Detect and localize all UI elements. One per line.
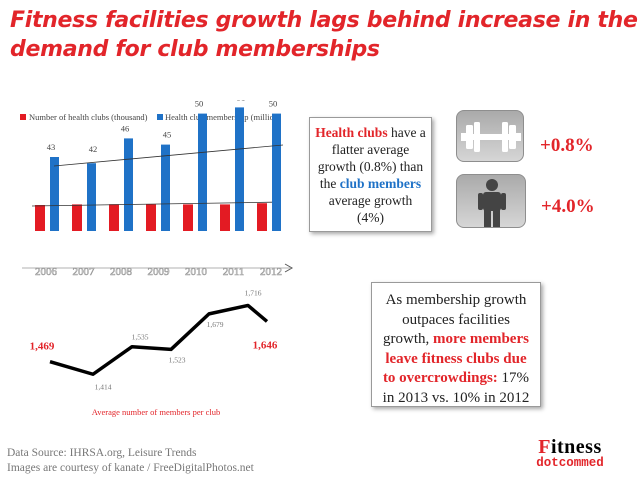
x-tick-label: 2010	[185, 266, 208, 278]
x-tick-label: 2006	[35, 266, 58, 278]
callout-text-a: have a flatter average growth (0.8%) tha…	[317, 125, 426, 191]
point-label: 1,469	[30, 341, 55, 353]
x-tick-label: 2011	[223, 266, 245, 278]
callout2-text-b: 17% in 2013 vs. 10% in 2012	[382, 370, 530, 406]
bar-label-membership: 51	[237, 100, 246, 102]
x-tick-label: 2009	[148, 266, 171, 278]
bar-label-membership: 50	[195, 100, 204, 109]
trend-line-clubs	[31, 201, 273, 207]
legend-swatch-membership	[157, 114, 163, 120]
series-line-members	[49, 303, 269, 377]
line-chart-xlabel: Average number of members per club	[92, 407, 220, 417]
callout2-text-a: As membership growth outpaces facilities…	[383, 292, 527, 347]
title-line-2: demand for club memberships	[10, 37, 380, 62]
bar-clubs	[109, 204, 119, 231]
legend-swatch-clubs	[20, 114, 26, 120]
bar-membership	[272, 113, 281, 231]
members-growth-value: +4.0%	[541, 196, 595, 217]
source-line-2: Images are courtesy of kanate / FreeDigi…	[7, 462, 254, 474]
bar-membership	[124, 138, 133, 231]
trend-line-membership	[53, 144, 284, 167]
bar-label-membership: 43	[47, 142, 56, 152]
bar-label-membership: 50	[269, 100, 278, 109]
x-tick-label: 2008	[110, 266, 133, 278]
bar-clubs	[183, 204, 193, 231]
point-label: 1,414	[95, 382, 112, 391]
bar-clubs	[146, 204, 156, 231]
brand-logo: Fitness dotcommed	[520, 437, 620, 470]
bar-clubs	[257, 203, 267, 231]
x-tick-label: 2007	[73, 266, 96, 278]
point-label: 1,646	[253, 339, 278, 351]
brand-top: Fitness	[538, 436, 602, 458]
page-title: Fitness facilities growth lags behind in…	[10, 6, 638, 64]
person-icon	[456, 174, 526, 228]
title-line-1: Fitness facilities growth lags behind in…	[10, 8, 638, 33]
bar-membership	[87, 163, 96, 231]
bar-clubs	[72, 204, 82, 231]
bar-label-membership: 46	[121, 123, 130, 133]
point-label: 1,716	[245, 288, 262, 297]
line-chart: 1,469 1,414 1,535 1,523 1,679 1,716 1,646 Avera…	[30, 288, 278, 417]
source-line-1: Data Source: IHRSA.org, Leisure Trends	[7, 447, 197, 459]
brand-bottom: dotcommed	[536, 456, 604, 470]
bar-clubs	[220, 204, 230, 231]
callout-health-clubs: Health clubs	[315, 125, 388, 140]
bar-label-membership: 42	[89, 144, 98, 154]
bar-membership	[50, 157, 59, 231]
clubs-growth-value: +0.8%	[540, 135, 594, 156]
bar-membership	[161, 144, 170, 231]
point-label: 1,523	[169, 355, 186, 364]
dumbbell-icon	[456, 110, 524, 162]
x-tick-label: 2012	[260, 266, 282, 278]
x-axis-arrow	[284, 263, 294, 273]
bar-label-membership: 45	[163, 130, 172, 140]
callout-clubs-growth: Health clubs have a flatter average grow…	[309, 117, 432, 232]
bar-clubs	[35, 205, 45, 231]
point-label: 1,679	[207, 320, 224, 329]
callout-overcrowding: As membership growth outpaces facilities…	[371, 282, 541, 407]
point-label: 1,535	[132, 333, 149, 342]
bar-chart: Number of health clubs (thousand) Health …	[20, 100, 294, 278]
bar-membership	[198, 113, 207, 231]
callout-text-b: average growth (4%)	[328, 193, 413, 225]
legend-label-membership: Health club membership (million)	[165, 112, 281, 122]
legend-label-clubs: Number of health clubs (thousand)	[29, 112, 148, 122]
bar-membership	[235, 107, 244, 231]
callout-club-members: club members	[339, 176, 422, 191]
callout2-highlight: more members leave fitness clubs due to …	[382, 331, 529, 386]
source-note: Data Source: IHRSA.org, Leisure Trends I…	[7, 446, 254, 476]
